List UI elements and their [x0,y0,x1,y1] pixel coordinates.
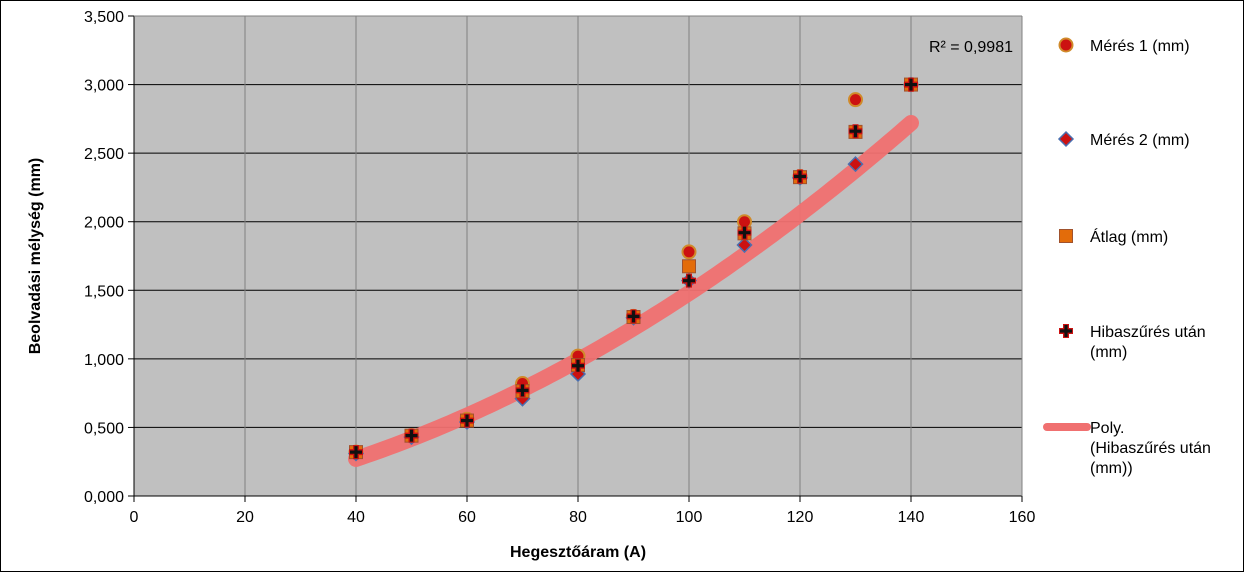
legend-swatch [1057,130,1075,148]
y-tick-label: 0,500 [84,420,124,437]
x-tick-label: 160 [1009,509,1036,526]
plus-marker-core [794,170,806,183]
x-tick-label: 0 [130,509,139,526]
y-tick-label: 0,000 [84,489,124,506]
y-tick-label: 3,500 [84,9,124,26]
plus-marker-core [405,429,418,442]
plus-marker-core [905,78,917,91]
x-tick-label: 100 [676,509,703,526]
legend-label: Poly. [1090,420,1124,437]
legend: Mérés 1 (mm) Mérés 2 (mm) Átlag (mm) Hibasz… [1043,37,1211,477]
y-tick-label: 1,000 [84,352,124,369]
x-tick-label: 80 [569,509,587,526]
data-point [626,309,641,324]
legend-swatch [1058,37,1074,53]
markers [347,76,920,462]
x-tick-label: 140 [898,509,925,526]
x-tick-label: 20 [236,509,254,526]
data-point [404,428,419,443]
series-4 [349,77,918,460]
legend-label: (mm)) [1090,460,1133,477]
legend-label: Mérés 1 (mm) [1090,38,1190,55]
data-point [736,236,753,254]
data-point [848,124,863,139]
y-tick-label: 3,000 [84,78,124,95]
legend-swatch [1059,324,1073,338]
data-point [681,244,697,260]
y-axis-title: Beolvadási mélység (mm) [27,158,44,355]
data-point [847,156,864,173]
y-tick-label: 1,500 [84,283,124,300]
legend-item: Hibaszűrés után (mm) [1059,324,1206,361]
trendline [348,115,919,467]
x-tick-label: 60 [458,509,476,526]
data-point [460,413,474,428]
data-point [904,77,918,92]
plus-marker-core [516,384,529,397]
x-axis-title: Hegesztőáram (A) [510,544,646,561]
legend-swatch [1059,229,1073,243]
data-point [349,445,363,460]
r-squared-annotation: R² = 0,9981 [929,39,1013,56]
data-point [793,169,807,184]
grid [133,15,1023,497]
plus-marker-core [350,446,362,459]
trendline-layer [348,115,919,467]
y-tick-label: 2,500 [84,146,124,163]
plus-marker-core [738,226,751,239]
data-point [571,358,585,373]
data-point [682,259,696,274]
legend-label: Hibaszűrés után [1090,324,1206,341]
legend-label: Mérés 2 (mm) [1090,132,1190,149]
legend-item: Mérés 2 (mm) [1057,130,1190,149]
legend-label: Átlag (mm) [1090,227,1168,246]
legend-item: Poly. (Hibaszűrés után (mm)) [1043,420,1211,477]
y-tick-label: 2,000 [84,215,124,232]
legend-item: Átlag (mm) [1059,227,1168,246]
data-point [515,383,530,398]
legend-label: (Hibaszűrés után [1090,440,1211,457]
data-point [737,225,752,240]
legend-label: (mm) [1090,344,1127,361]
plus-marker-core [1060,325,1072,337]
axes: 0,000 0,500 1,000 1,500 2,000 2,500 3,000 3,500… [84,9,1035,526]
plus-marker-core [849,125,862,138]
plus-marker-core [461,414,473,427]
plus-marker-core [627,310,640,323]
legend-item: Mérés 1 (mm) [1058,37,1190,55]
x-tick-label: 120 [787,509,814,526]
x-tick-label: 40 [347,509,365,526]
data-point [682,273,696,288]
plus-marker-core [572,359,584,372]
data-point [848,92,863,108]
plus-marker-core [683,274,695,287]
